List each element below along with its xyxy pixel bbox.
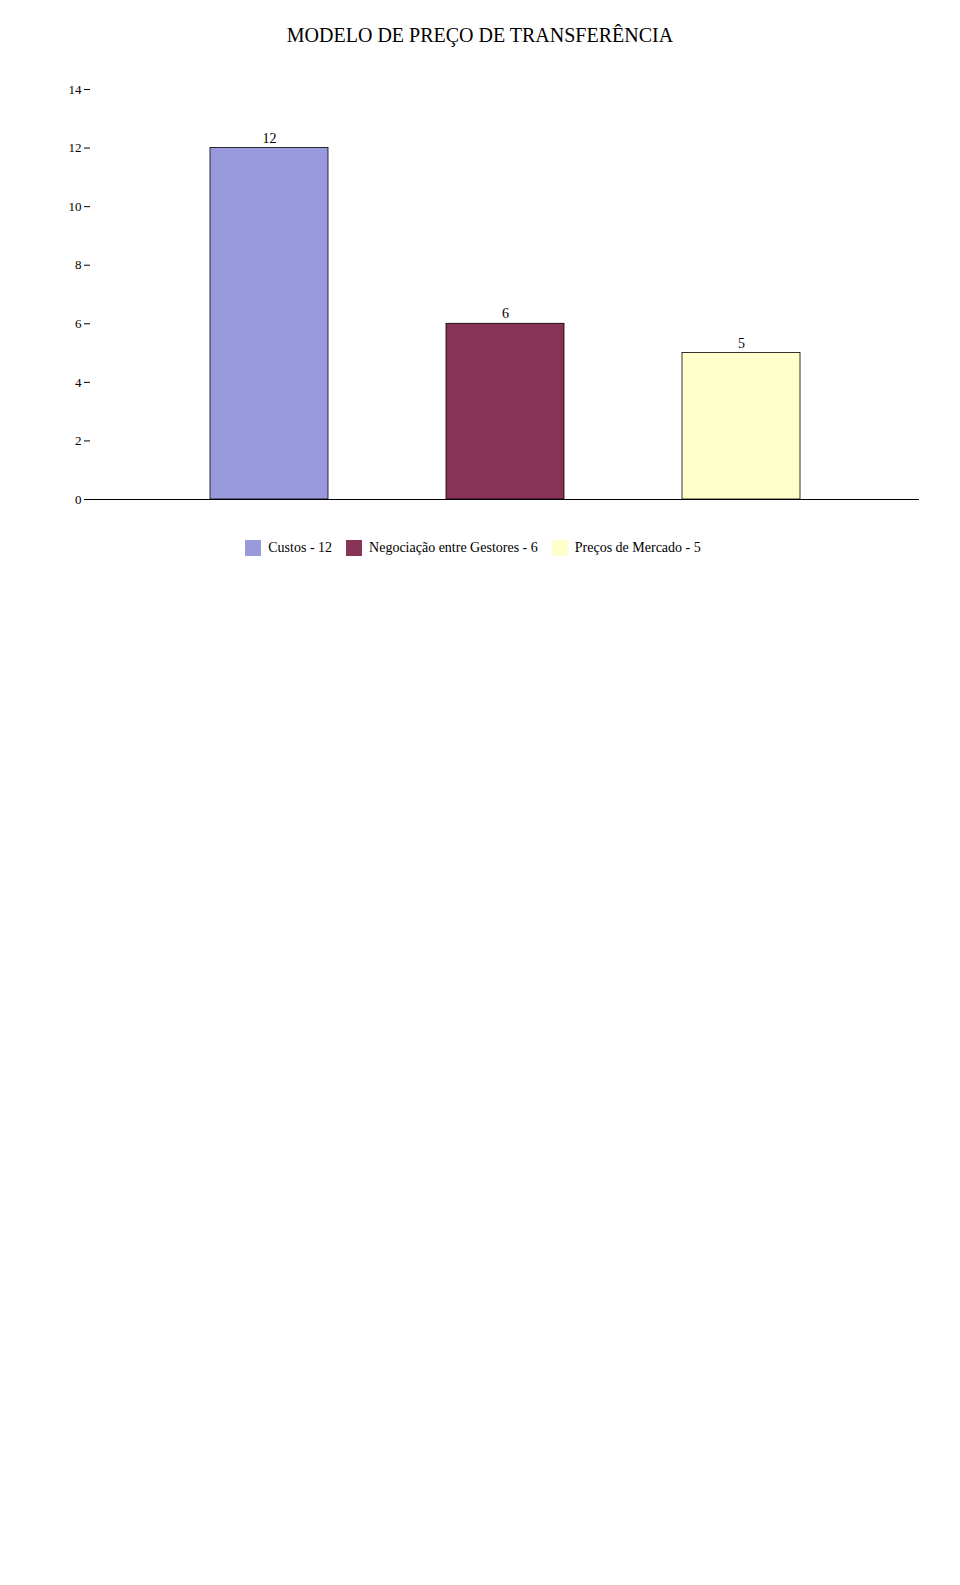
svg-text:14: 14 bbox=[69, 82, 83, 97]
svg-text:12: 12 bbox=[263, 131, 277, 146]
svg-text:6: 6 bbox=[75, 316, 82, 331]
svg-text:6: 6 bbox=[502, 306, 509, 321]
svg-text:10: 10 bbox=[69, 199, 82, 214]
svg-text:12: 12 bbox=[69, 140, 82, 155]
html-text:Custos - 12: Custos - 12 bbox=[268, 539, 333, 555]
svg-text:8: 8 bbox=[75, 257, 82, 272]
html-text:Negociação entre Gestores - 6: Negociação entre Gestores - 6 bbox=[369, 539, 538, 555]
svg-text:0: 0 bbox=[75, 492, 82, 507]
html-text:Preços de Mercado - 5: Preços de Mercado - 5 bbox=[574, 539, 701, 555]
svg-text:4: 4 bbox=[75, 375, 82, 390]
svg-text:5: 5 bbox=[738, 336, 745, 351]
html-text:MODELO DE PREÇO DE TRANSFERÊNC: MODELO DE PREÇO DE TRANSFERÊNCIA bbox=[286, 24, 674, 46]
svg-text:2: 2 bbox=[75, 433, 82, 448]
